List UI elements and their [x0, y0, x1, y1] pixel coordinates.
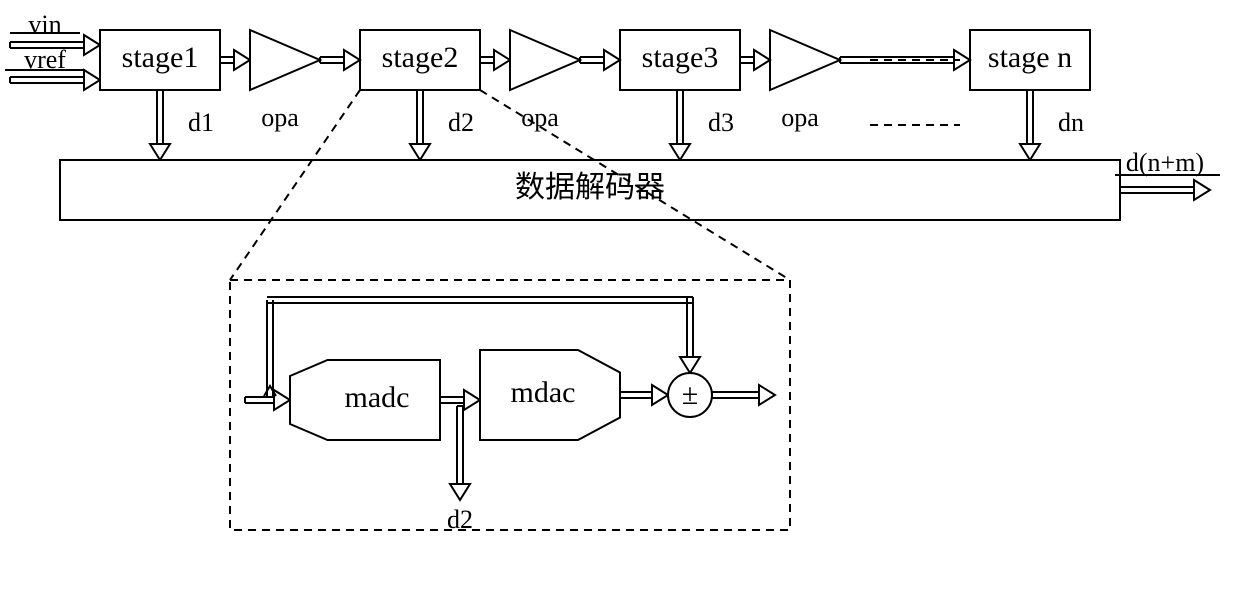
- sum-symbol: ±: [682, 378, 698, 411]
- d-label-3: d3: [708, 108, 734, 137]
- stage-label-2: stage2: [382, 41, 459, 74]
- madc-label: madc: [345, 381, 410, 414]
- stage-label-1: stage1: [122, 41, 199, 74]
- detail-d2-label: d2: [447, 505, 473, 534]
- opa-label-1: opa: [261, 103, 299, 132]
- stage-label-3: stage3: [642, 41, 719, 74]
- amp-2: [510, 30, 580, 90]
- decoder-label: 数据解码器: [515, 171, 665, 204]
- d-label-4: dn: [1058, 108, 1084, 137]
- opa-label-3: opa: [781, 103, 819, 132]
- amp-3: [770, 30, 840, 90]
- mdac-label: mdac: [511, 376, 576, 409]
- stage-label-4: stage n: [988, 41, 1072, 74]
- d-label-2: d2: [448, 108, 474, 137]
- decoder-output-label: d(n+m): [1126, 148, 1204, 177]
- d-label-1: d1: [188, 108, 214, 137]
- amp-1: [250, 30, 320, 90]
- vin-label: vin: [28, 10, 61, 39]
